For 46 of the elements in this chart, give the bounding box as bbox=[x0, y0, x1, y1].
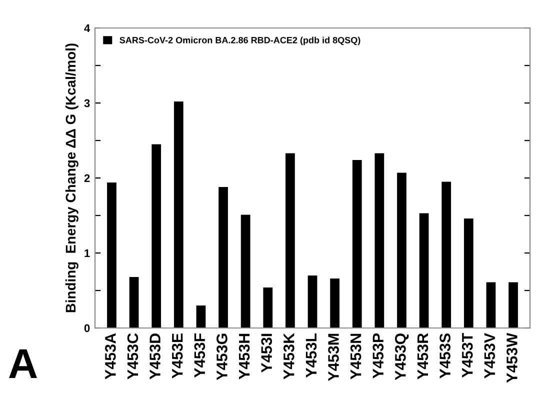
x-tick-label: Y453M bbox=[328, 334, 339, 382]
y-tick-label: 3 bbox=[84, 99, 90, 108]
bar bbox=[486, 282, 496, 328]
bar bbox=[129, 277, 139, 328]
bar bbox=[240, 214, 250, 328]
bar bbox=[174, 102, 184, 328]
bar bbox=[464, 218, 474, 328]
x-tick-label: Y453S bbox=[440, 333, 450, 378]
y-axis-title: Binding Energy Change ΔΔ G (Kcal/mol) bbox=[65, 44, 78, 312]
x-tick-label: Y453T bbox=[462, 333, 473, 378]
bar bbox=[397, 172, 406, 328]
bar bbox=[263, 288, 273, 328]
bar bbox=[442, 182, 452, 328]
x-tick-label: Y453F bbox=[194, 333, 206, 378]
bar bbox=[419, 213, 429, 328]
y-tick-label: 1 bbox=[84, 249, 90, 258]
y-tick-label: 4 bbox=[84, 24, 90, 32]
bar bbox=[196, 306, 206, 328]
x-tick-label: Y453Q bbox=[395, 334, 409, 380]
x-tick-label: Y453L bbox=[306, 333, 317, 378]
x-tick-label: Y453N bbox=[350, 334, 362, 380]
x-tick-label: Y453P bbox=[372, 333, 384, 378]
bar bbox=[308, 276, 318, 328]
bar bbox=[107, 182, 116, 328]
x-tick-label: Y453H bbox=[238, 334, 250, 380]
x-tick-label: Y453R bbox=[417, 333, 428, 380]
bar bbox=[508, 282, 518, 328]
x-tick-label: Y453V bbox=[484, 332, 496, 378]
y-tick-label: 2 bbox=[84, 174, 90, 182]
text: A bbox=[9, 349, 37, 378]
bar bbox=[152, 144, 162, 328]
x-tick-label: Y453K bbox=[283, 333, 294, 380]
x-tick-label: Y453A bbox=[105, 333, 116, 380]
y-tick-label: 0 bbox=[84, 324, 90, 332]
x-tick-label: Y453D bbox=[150, 334, 160, 380]
bar bbox=[374, 153, 384, 328]
x-tick-label: Y453W bbox=[506, 332, 518, 383]
x-tick-label: Y453C bbox=[127, 333, 138, 380]
bar bbox=[352, 160, 362, 328]
bar bbox=[330, 278, 340, 328]
bar bbox=[218, 187, 228, 328]
bar bbox=[286, 153, 295, 328]
x-tick-label: Y453G bbox=[216, 334, 228, 380]
x-tick-label: Y453E bbox=[172, 333, 183, 378]
x-tick-label: Y453I bbox=[261, 334, 272, 373]
legend-label: SARS-CoV-2 Omicron BA.2.86 RBD-ACE2 (pdb id 8QSQ) bbox=[120, 36, 360, 46]
